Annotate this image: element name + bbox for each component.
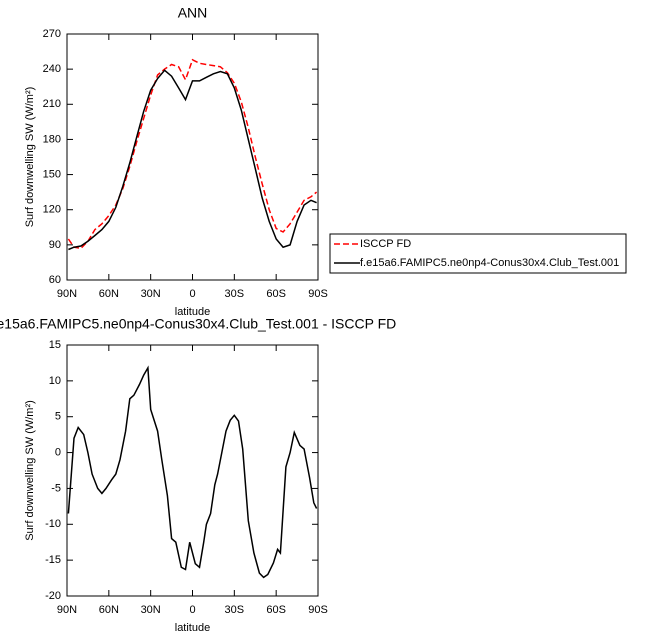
y-tick-label: 180	[43, 133, 61, 145]
y-tick-label: 270	[43, 28, 61, 40]
x-tick-label: 0	[189, 604, 195, 616]
legend-box	[329, 233, 627, 274]
x-axis-label: latitude	[175, 306, 210, 318]
y-tick-label: 10	[49, 375, 61, 387]
x-tick-label: 90N	[57, 288, 77, 300]
x-tick-label: 30N	[141, 288, 161, 300]
y-tick-label: 90	[49, 239, 61, 251]
x-tick-label: 60N	[99, 288, 119, 300]
series-line	[68, 69, 317, 251]
y-tick-label: 0	[55, 446, 61, 458]
legend-label: f.e15a6.FAMIPC5.ne0np4-Conus30x4.Club_Te…	[360, 257, 619, 269]
y-axis-label: Surf downwelling SW (W/m²)	[24, 400, 36, 541]
x-tick-label: 30N	[141, 604, 161, 616]
x-tick-label: 60S	[266, 604, 286, 616]
x-tick-label: 90S	[308, 604, 328, 616]
x-tick-label: 90S	[308, 288, 328, 300]
x-tick-label: 30S	[225, 604, 245, 616]
y-tick-label: 150	[43, 168, 61, 180]
y-tick-label: -20	[45, 590, 61, 602]
x-axis-label: latitude	[175, 622, 210, 634]
y-tick-label: 240	[43, 63, 61, 75]
y-tick-label: 120	[43, 204, 61, 216]
y-tick-label: -5	[51, 482, 61, 494]
x-tick-label: 60N	[99, 604, 119, 616]
series-line	[67, 365, 318, 579]
chart-title: ANN	[178, 5, 208, 21]
y-tick-label: 210	[43, 98, 61, 110]
x-tick-label: 30S	[225, 288, 245, 300]
y-tick-label: -15	[45, 554, 61, 566]
y-tick-label: 15	[49, 339, 61, 351]
y-tick-label: 5	[55, 411, 61, 423]
plot-frame	[66, 344, 319, 597]
legend-label: ISCCP FD	[360, 238, 411, 250]
x-tick-label: 0	[189, 288, 195, 300]
plot-frame	[66, 33, 319, 281]
chart-title: f.e15a6.FAMIPC5.ne0np4-Conus30x4.Club_Te…	[0, 316, 396, 332]
x-tick-label: 60S	[266, 288, 286, 300]
series-line	[67, 58, 318, 250]
x-tick-label: 90N	[57, 604, 77, 616]
y-axis-label: Surf downwelling SW (W/m²)	[24, 87, 36, 228]
y-tick-label: -10	[45, 518, 61, 530]
y-tick-label: 60	[49, 274, 61, 286]
